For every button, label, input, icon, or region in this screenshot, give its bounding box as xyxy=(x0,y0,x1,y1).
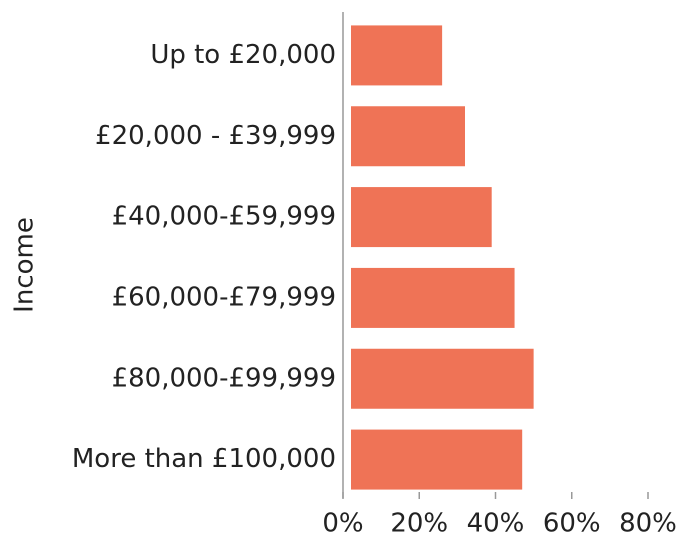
y-tick-label: £40,000-£59,999 xyxy=(112,202,336,232)
x-tick-label: 0% xyxy=(322,509,363,539)
x-tick-label: 20% xyxy=(390,509,448,539)
y-tick-label: Up to £20,000 xyxy=(150,40,336,70)
x-tick-label: 60% xyxy=(543,509,601,539)
y-tick-label: More than £100,000 xyxy=(72,444,336,474)
bar xyxy=(351,106,465,167)
bar xyxy=(351,429,523,490)
bar xyxy=(351,25,443,86)
y-tick-label: £60,000-£79,999 xyxy=(112,282,336,312)
bar xyxy=(351,267,515,328)
y-tick-label: £20,000 - £39,999 xyxy=(95,121,336,151)
y-tick-label: £80,000-£99,999 xyxy=(112,363,336,393)
bar xyxy=(351,187,492,248)
y-axis-title: Income xyxy=(10,217,40,313)
x-tick-label: 80% xyxy=(619,509,677,539)
bar xyxy=(351,348,534,409)
x-tick-label: 40% xyxy=(467,509,525,539)
